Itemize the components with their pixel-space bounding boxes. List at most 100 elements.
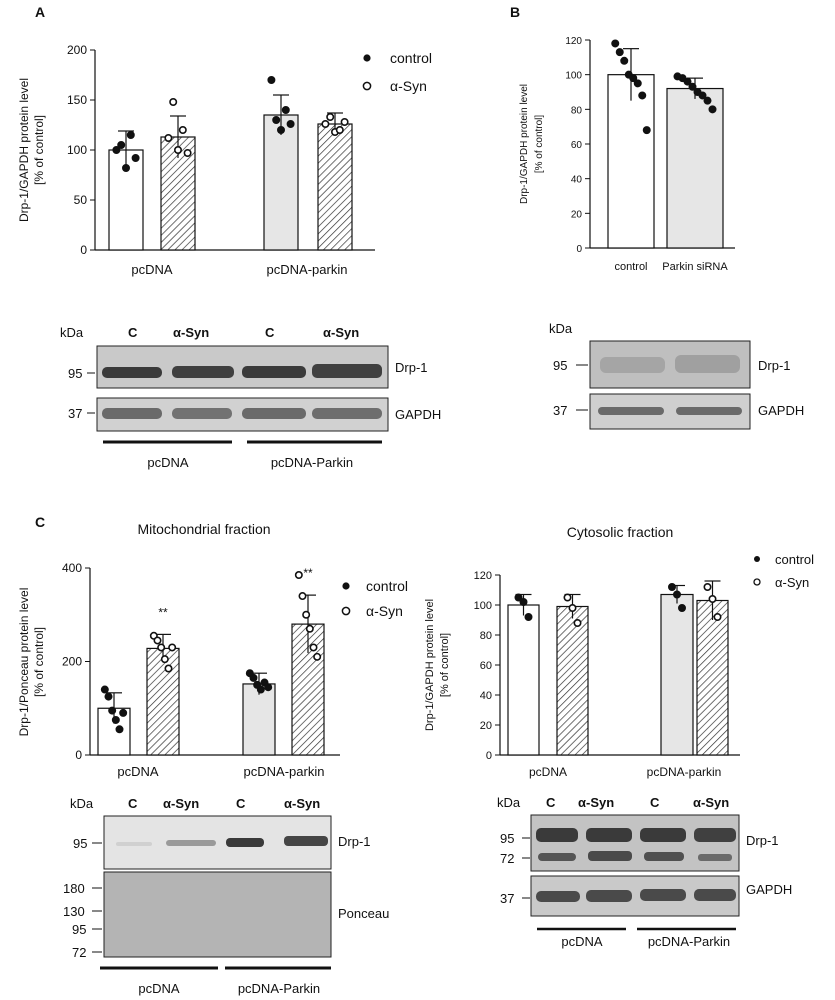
band: [242, 408, 306, 419]
legend-control-label: control: [390, 50, 432, 66]
y-tick-label: 0: [75, 748, 82, 762]
data-point: [100, 685, 109, 694]
blot-label-gapdh: GAPDH: [746, 882, 792, 897]
data-point: [267, 76, 276, 85]
mw-marker: 95: [73, 836, 87, 851]
data-point: [276, 126, 285, 135]
y-tick-label: 100: [565, 71, 582, 82]
blot-a: kDa C α-Syn C α-Syn 95 37 Drp-1 GAPDH pc…: [60, 325, 441, 470]
band: [226, 838, 264, 847]
y-tick-label: 150: [67, 93, 87, 107]
data-point: [108, 706, 117, 715]
y-tick-label: 20: [571, 209, 583, 220]
data-point: [169, 98, 178, 107]
y-tick-label: 200: [62, 655, 82, 669]
band: [172, 408, 232, 419]
group-label-pcdna: pcDNA: [561, 934, 603, 949]
data-point: [281, 106, 290, 115]
group-label-pcdna: pcDNA: [147, 455, 189, 470]
bar: [263, 114, 299, 251]
y-tick-label: 60: [480, 660, 492, 672]
bar: [242, 683, 276, 756]
mw-marker: 95: [72, 922, 86, 937]
lane-label-asyn: α-Syn: [578, 795, 614, 810]
data-point: [620, 56, 629, 65]
ponceau-membrane: [103, 871, 332, 958]
data-point: [340, 118, 349, 127]
data-point: [703, 96, 712, 105]
y-tick-label: 80: [480, 630, 492, 642]
y-tick-label: 80: [571, 105, 583, 116]
data-point: [264, 683, 273, 692]
legend-asyn-marker: [341, 606, 351, 616]
y-axis-label: [% of control]: [32, 115, 46, 185]
y-axis-label: Drp-1/Ponceau protein level: [17, 588, 31, 737]
mw-marker: 72: [500, 851, 514, 866]
group-label-pcdna-parkin: pcDNA-Parkin: [648, 934, 730, 949]
blot-label-gapdh: GAPDH: [758, 403, 804, 418]
chart-a: 0 50 100 150 200 Drp-1/GAPDH protein level [% …: [17, 43, 375, 277]
legend-control-label: control: [775, 552, 814, 567]
data-point: [335, 126, 344, 135]
panel-label-c: C: [35, 514, 45, 530]
bar: [507, 604, 540, 756]
chart-title: Cytosolic fraction: [567, 524, 674, 540]
y-tick-label: 50: [74, 193, 88, 207]
band: [694, 889, 736, 901]
panel-label-b: B: [510, 4, 520, 20]
chart-c-mito: 0 200 400 Drp-1/Ponceau protein level [% of …: [17, 521, 340, 779]
data-point: [615, 48, 624, 57]
mw-marker: 95: [553, 358, 567, 373]
data-point: [294, 571, 303, 580]
blot-c-cyto: kDa C α-Syn C α-Syn 95 72 37 Drp-1 GAPDH…: [497, 795, 792, 949]
legend-control-marker: [342, 582, 350, 590]
data-point: [713, 612, 722, 621]
lane-label-c: C: [265, 325, 275, 340]
data-point: [677, 603, 686, 612]
significance-label: **: [303, 566, 313, 580]
mw-marker: 37: [68, 406, 82, 421]
data-point: [524, 612, 533, 621]
data-point: [667, 582, 676, 591]
data-point: [302, 610, 311, 619]
x-category-label: Parkin siRNA: [662, 261, 728, 273]
data-point: [633, 79, 642, 88]
data-point: [298, 592, 307, 601]
blot-b: kDa 95 37 Drp-1 GAPDH: [549, 321, 804, 430]
data-point: [256, 685, 265, 694]
y-tick-label: 400: [62, 561, 82, 575]
band: [586, 890, 632, 902]
y-tick-label: 40: [571, 175, 583, 186]
band: [242, 366, 306, 378]
y-tick-label: 100: [67, 143, 87, 157]
x-group-label: pcDNA-parkin: [244, 764, 325, 779]
legend-c-cyto: control α-Syn: [753, 552, 814, 590]
lane-label-c: C: [128, 325, 138, 340]
legend-control-label: control: [366, 578, 408, 594]
lane-label-c: C: [546, 795, 556, 810]
data-point: [168, 643, 177, 652]
data-point: [563, 593, 572, 602]
significance-label: **: [158, 605, 168, 619]
data-point: [174, 146, 183, 155]
legend-asyn-label: α-Syn: [775, 575, 809, 590]
data-point: [698, 91, 707, 100]
x-group-label: pcDNA: [117, 764, 159, 779]
data-point: [157, 643, 166, 652]
data-point: [611, 39, 620, 48]
data-point: [126, 131, 135, 140]
mw-marker: 130: [63, 904, 85, 919]
data-point: [683, 77, 692, 86]
band: [586, 828, 632, 842]
legend-control-marker: [363, 54, 371, 62]
band: [694, 828, 736, 842]
y-tick-label: 200: [67, 43, 87, 57]
bar: [666, 87, 724, 249]
band: [644, 852, 684, 861]
kda-label: kDa: [549, 321, 573, 336]
y-tick-label: 0: [576, 244, 582, 255]
blot-label-drp1: Drp-1: [746, 833, 779, 848]
x-group-label: pcDNA: [529, 765, 567, 779]
data-point: [160, 655, 169, 664]
data-point: [638, 91, 647, 100]
